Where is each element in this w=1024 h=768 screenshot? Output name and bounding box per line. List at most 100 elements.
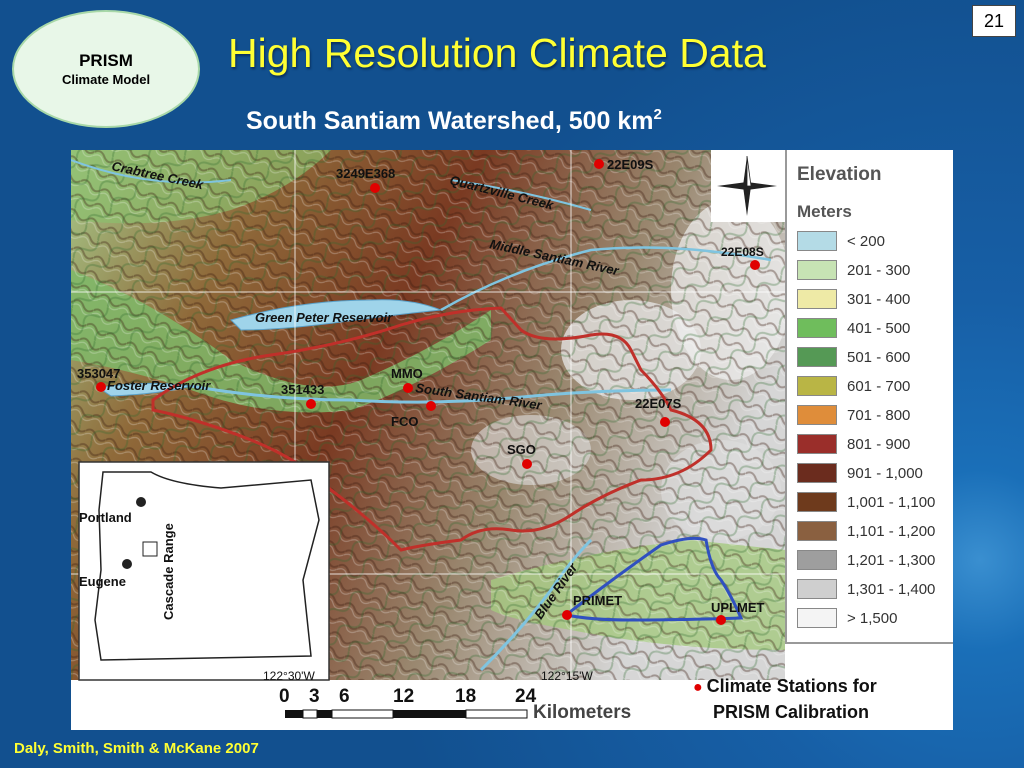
stations-note-text2: PRISM Calibration [713,702,870,722]
station-label: 351433 [281,382,324,397]
legend-units: Meters [797,202,852,221]
legend-label: 801 - 900 [847,435,911,453]
inset-city-label: Portland [79,510,132,525]
legend-item: 1,201 - 1,300 [797,549,935,571]
station-dot [660,417,670,427]
prism-badge: PRISM Climate Model [12,10,200,128]
grid-label: 122°15'W [541,669,593,683]
slide-subtitle: South Santiam Watershed, 500 km2 [246,106,662,136]
legend-item: 801 - 900 [797,433,910,455]
legend-swatch [797,231,837,251]
blue-river-line [479,538,593,672]
legend-item: 501 - 600 [797,346,910,368]
slide-title: High Resolution Climate Data [228,30,766,76]
scale-tick: 18 [455,686,476,707]
station-label: PRIMET [573,593,622,608]
legend-label: 301 - 400 [847,290,911,308]
station-dot [522,459,532,469]
legend-swatch [797,434,837,454]
scale-tick: 12 [393,686,414,707]
station-dot [403,383,413,393]
legend-item: 401 - 500 [797,317,910,339]
station-label: UPLMET [711,600,765,615]
north-arrow-icon [711,150,785,222]
legend-item: 301 - 400 [797,288,910,310]
legend-swatch [797,347,837,367]
legend-swatch [797,492,837,512]
stations-note-line1: ● Climate Stations for [693,674,877,700]
station-label: SGO [507,442,536,457]
legend-label: 201 - 300 [847,261,911,279]
badge-line1: PRISM [79,50,133,70]
inset-city-dot [122,559,132,569]
legend-item: 201 - 300 [797,259,910,281]
legend-label: 1,301 - 1,400 [847,580,936,598]
station-dot [716,615,726,625]
station-label: 22E07S [635,396,682,411]
legend-item: 601 - 700 [797,375,910,397]
legend-swatch [797,405,837,425]
elevation-legend: Elevation Meters < 200 201 - 300 301 - 400… [785,150,953,644]
slide-number: 21 [972,5,1016,37]
legend-label: 401 - 500 [847,319,911,337]
inset-city-label: Eugene [79,574,126,589]
legend-swatch [797,318,837,338]
green-peter-reservoir [230,299,442,331]
middle-santiam-river [440,246,772,312]
station-dot [562,610,572,620]
scale-bar [71,680,785,730]
subtitle-superscript: 2 [653,106,662,123]
legend-title: Elevation [797,164,882,185]
legend-item: 1,301 - 1,400 [797,578,935,600]
station-label: 22E08S [721,245,764,259]
station-label: MMO [391,366,423,381]
legend-swatch [797,376,837,396]
legend-item: 1,001 - 1,100 [797,491,935,513]
legend-label: 501 - 600 [847,348,911,366]
inset-city-dot [136,497,146,507]
station-dot [594,159,604,169]
station-label: FCO [391,414,418,429]
scale-units: Kilometers [533,702,631,723]
station-dot [426,401,436,411]
citation: Daly, Smith, Smith & McKane 2007 [14,740,259,757]
legend-swatch [797,521,837,541]
legend-label: 1,201 - 1,300 [847,551,936,569]
sub-basin-boundary [562,536,744,622]
station-dot [750,260,760,270]
scale-tick: 0 [279,686,290,707]
legend-item: 1,101 - 1,200 [797,520,935,542]
legend-item: 901 - 1,000 [797,462,923,484]
legend-swatch [797,608,837,628]
badge-line2: Climate Model [61,71,151,87]
oregon-inset-map [78,461,330,681]
scale-tick: 6 [339,686,350,707]
river-label: Foster Reservoir [107,378,211,393]
quartzville-creek [450,179,592,211]
legend-label: 1,101 - 1,200 [847,522,936,540]
legend-swatch [797,289,837,309]
legend-swatch [797,260,837,280]
legend-swatch [797,579,837,599]
grid-label: 122°30'W [263,669,315,683]
station-label: 3249E368 [336,166,395,181]
station-label: 353047 [77,366,120,381]
inset-range-label: Cascade Range [161,523,176,620]
station-dot-icon: ● [693,679,703,696]
station-label: 22E09S [607,157,654,172]
stations-note-text1: Climate Stations for [706,676,877,696]
stations-note: ● Climate Stations for PRISM Calibration [693,674,877,724]
legend-swatch [797,463,837,483]
watershed-boundary [151,306,713,552]
scale-tick: 3 [309,686,320,707]
station-dot [306,399,316,409]
scale-tick: 24 [515,686,537,707]
river-label: Green Peter Reservoir [255,310,393,325]
legend-label: 901 - 1,000 [847,464,923,482]
legend-item: > 1,500 [797,607,897,629]
legend-item: < 200 [797,230,885,252]
terrain-map-svg: 3249E368 22E09S 22E08S 353047 351433 MMO… [71,150,791,730]
subtitle-text: South Santiam Watershed, 500 km [246,107,654,135]
legend-label: 1,001 - 1,100 [847,493,936,511]
legend-label: < 200 [847,232,885,250]
